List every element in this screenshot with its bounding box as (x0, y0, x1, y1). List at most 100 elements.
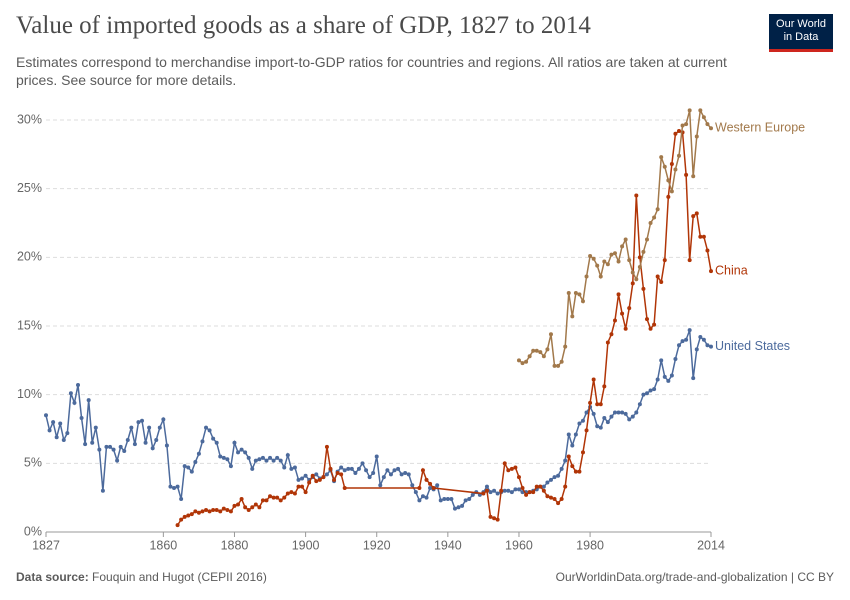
data-point (676, 128, 681, 133)
data-point (684, 337, 689, 342)
data-point (76, 383, 81, 388)
data-point (65, 431, 70, 436)
data-point (328, 466, 333, 471)
data-point (673, 167, 678, 172)
data-point (545, 494, 550, 499)
data-point (378, 483, 383, 488)
data-point (264, 498, 269, 503)
data-point (278, 498, 283, 503)
data-point (627, 258, 632, 263)
series-label: China (715, 263, 748, 277)
data-point (179, 497, 184, 502)
data-point (627, 417, 632, 422)
data-point (449, 497, 454, 502)
data-point (296, 477, 301, 482)
data-point (179, 517, 184, 522)
data-point (356, 466, 361, 471)
data-point (218, 454, 223, 459)
data-point (669, 161, 674, 166)
data-point (502, 488, 507, 493)
data-point (509, 490, 514, 495)
y-tick-label: 15% (17, 318, 42, 332)
data-point (189, 469, 194, 474)
data-point (360, 461, 365, 466)
data-point (648, 221, 653, 225)
data-point (292, 491, 297, 496)
data-point (598, 425, 603, 430)
series-line (176, 130, 712, 526)
x-tick-label: 1860 (149, 538, 177, 552)
data-point (481, 491, 486, 496)
data-point (211, 436, 216, 441)
data-point (100, 488, 105, 493)
data-point (268, 494, 273, 499)
data-point (641, 392, 646, 397)
data-point (175, 523, 180, 528)
series-label: Western Europe (715, 121, 805, 135)
data-point (673, 131, 678, 136)
data-point (548, 332, 553, 337)
data-point (680, 339, 685, 344)
data-point (68, 391, 73, 396)
data-point (161, 417, 166, 422)
data-point (118, 444, 123, 449)
data-point (634, 410, 639, 415)
data-point (545, 347, 550, 352)
data-point (541, 488, 546, 493)
data-point (193, 459, 198, 464)
data-point (680, 123, 685, 128)
data-point (243, 505, 248, 510)
data-point (175, 484, 180, 489)
data-point (253, 502, 258, 507)
data-point (292, 465, 297, 470)
data-point (307, 480, 312, 485)
data-point (669, 373, 674, 378)
data-point (339, 472, 344, 477)
data-point (115, 458, 120, 463)
data-point (232, 440, 237, 445)
data-point (637, 402, 642, 407)
data-point (470, 492, 475, 497)
series-label: United States (715, 339, 790, 353)
data-point (701, 234, 706, 239)
series-line (45, 329, 712, 510)
data-point (207, 509, 212, 514)
data-point (570, 464, 575, 469)
data-point (342, 486, 347, 491)
data-point (595, 263, 600, 268)
data-point (584, 410, 589, 415)
data-point (300, 476, 305, 481)
data-point (79, 416, 84, 421)
source: Data source: Fouquin and Hugot (CEPII 20… (16, 570, 267, 584)
data-point (385, 468, 390, 473)
data-point (648, 326, 653, 331)
data-point (676, 343, 681, 348)
data-point (388, 472, 393, 477)
footer-link[interactable]: OurWorldinData.org/trade-and-globalizati… (555, 570, 834, 584)
data-point (460, 503, 465, 508)
data-point (275, 495, 280, 500)
data-point (300, 484, 305, 489)
data-point (260, 498, 265, 503)
logo[interactable]: Our World in Data (769, 14, 833, 52)
data-point (186, 465, 191, 470)
data-point (221, 506, 226, 511)
data-point (552, 475, 557, 480)
logo-text: in Data (783, 31, 819, 43)
data-point (147, 425, 152, 430)
data-point (552, 497, 557, 502)
data-point (296, 484, 301, 489)
data-point (492, 516, 497, 521)
data-point (492, 488, 497, 493)
data-point (271, 458, 276, 463)
data-point (488, 514, 493, 519)
data-point (513, 465, 518, 470)
data-point (214, 508, 219, 513)
data-point (577, 469, 582, 474)
data-point (150, 446, 155, 451)
data-point (204, 425, 209, 430)
data-point (520, 361, 525, 366)
data-point (428, 486, 433, 491)
data-point (463, 498, 468, 503)
data-point (182, 464, 187, 469)
